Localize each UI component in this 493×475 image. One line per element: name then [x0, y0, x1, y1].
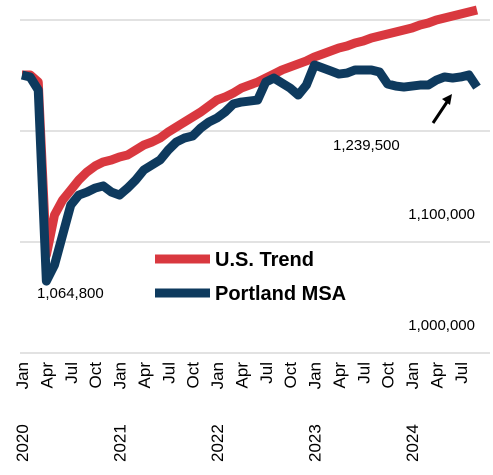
series-line — [20, 60, 481, 286]
annotation: 1,064,800 — [37, 285, 104, 302]
plot: 1,000,000 1,100,000 Jan 2020 Apr Jul Oct Jan 202… — [13, 5, 490, 462]
x-tick-label: Jul — [257, 362, 276, 384]
x-tick-label: Jul — [354, 362, 373, 384]
arrow — [431, 98, 451, 124]
x-tick-label: Oct — [86, 362, 105, 389]
legend-label: Portland MSA — [215, 283, 346, 305]
x-tick-label: Jul — [62, 362, 81, 384]
x-tick-label: Jan — [306, 362, 325, 389]
year-label: 2022 — [208, 424, 227, 462]
x-tick-label: Oct — [379, 362, 398, 389]
x-tick-label: Jan — [208, 362, 227, 389]
x-tick-label: Apr — [232, 362, 251, 389]
series-line — [22, 5, 479, 260]
year-label: 2023 — [306, 424, 325, 462]
x-tick-label: Apr — [37, 362, 56, 389]
x-tick-label: Jul — [452, 362, 471, 384]
year-label: 2020 — [13, 424, 32, 462]
x-tick-label: Oct — [184, 362, 203, 389]
arrow-head — [442, 94, 452, 105]
annotation: 1,239,500 — [333, 137, 400, 154]
y-tick-label: 1,100,000 — [408, 206, 475, 223]
year-label: 2021 — [111, 424, 130, 462]
x-tick-label: Jan — [403, 362, 422, 389]
x-tick-label: Oct — [281, 362, 300, 389]
x-tick-label: Jan — [13, 362, 32, 389]
year-label: 2024 — [403, 424, 422, 462]
x-tick-label: Apr — [427, 362, 446, 389]
y-tick-label: 1,000,000 — [408, 317, 475, 334]
x-tick-label: Jan — [111, 362, 130, 389]
x-tick-label: Apr — [330, 362, 349, 389]
x-tick-label: Jul — [159, 362, 178, 384]
x-tick-label: Apr — [135, 362, 154, 389]
legend-label: U.S. Trend — [215, 249, 314, 271]
